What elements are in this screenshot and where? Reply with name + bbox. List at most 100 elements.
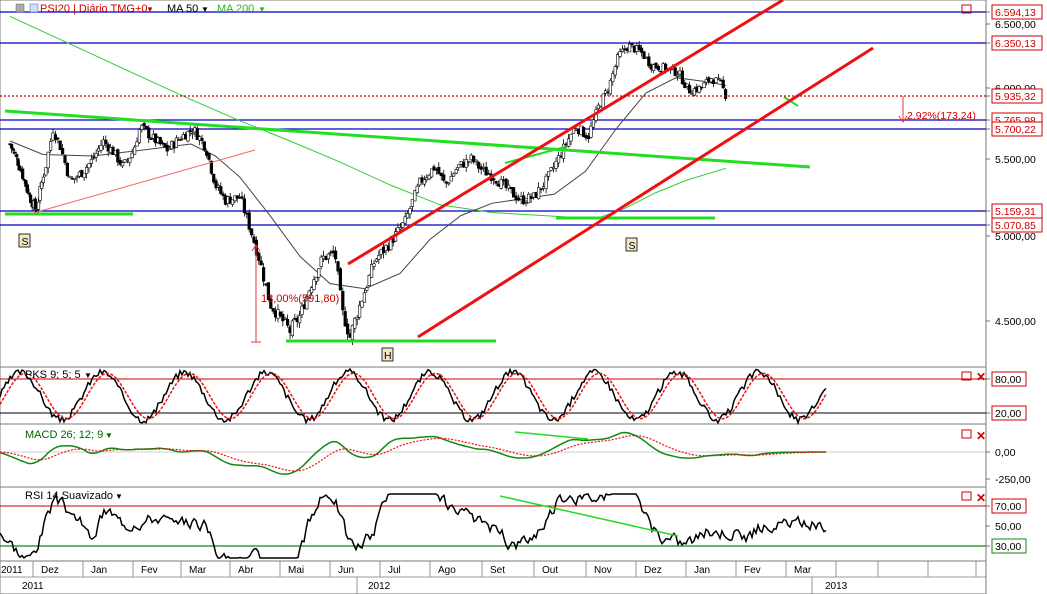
svg-text:▼: ▼: [105, 431, 113, 440]
candle: [439, 172, 443, 181]
candle: [99, 140, 103, 154]
candle: [121, 160, 125, 169]
price-panel: [0, 0, 987, 368]
rsi-line: [0, 492, 827, 560]
candle: [673, 67, 677, 77]
price-axis-label: 5.070,85: [986, 217, 1043, 233]
candle: [133, 145, 137, 155]
macd-title[interactable]: MACD 26; 12; 9: [25, 429, 103, 441]
candle: [613, 64, 617, 79]
candle: [369, 259, 374, 278]
candle: [642, 50, 646, 60]
candle: [149, 137, 153, 140]
candle: [33, 196, 37, 212]
candle: [135, 137, 139, 147]
svg-text:▼: ▼: [258, 5, 266, 14]
candle: [28, 192, 33, 204]
candle: [494, 180, 498, 187]
ma200-label[interactable]: MA 200: [217, 3, 254, 15]
candle: [41, 173, 45, 187]
macd-panel-controls[interactable]: ✕: [961, 429, 986, 443]
candle: [367, 273, 371, 287]
candle: [278, 311, 283, 318]
candle: [524, 199, 528, 207]
candle: [179, 136, 183, 141]
indicator-axis-text: 80,00: [995, 374, 1021, 386]
year-label: 2013: [825, 581, 848, 592]
candle: [410, 199, 415, 211]
candle: [477, 160, 481, 173]
candle: [702, 81, 706, 89]
price-title[interactable]: PSI20 | Diário TMG+0: [40, 3, 148, 15]
svg-text:✕: ✕: [976, 370, 986, 384]
candle: [82, 172, 86, 181]
month-label: Mar: [189, 565, 207, 576]
s-marker-left: S: [18, 233, 31, 248]
candle: [474, 159, 478, 166]
candle: [449, 171, 453, 182]
candle: [326, 252, 331, 264]
candle: [437, 162, 441, 175]
candle: [63, 154, 67, 166]
candle: [377, 250, 381, 265]
candle: [336, 260, 340, 275]
candle: [214, 178, 218, 191]
month-label: Fev: [141, 565, 158, 576]
candle: [398, 222, 403, 231]
price-candles: [8, 40, 728, 346]
candle: [721, 76, 725, 90]
month-label: Dez: [41, 565, 59, 576]
candle: [536, 182, 541, 200]
price-axis-label: 6.350,13: [986, 35, 1043, 51]
svg-text:▼: ▼: [84, 371, 92, 380]
candle: [341, 287, 345, 316]
candle: [266, 282, 271, 300]
candle: [58, 140, 62, 151]
price-panel-maximize-icon[interactable]: [961, 4, 972, 14]
candle: [65, 162, 69, 178]
price-axis-label: 5.935,32: [986, 88, 1043, 104]
candle: [219, 182, 223, 195]
month-label: 2011: [1, 565, 23, 576]
candle: [544, 173, 548, 194]
candle: [53, 130, 57, 144]
candle: [269, 295, 273, 310]
rsi-panel-controls[interactable]: ✕: [961, 491, 986, 505]
price-axis-label: 4.500,00: [986, 316, 1036, 328]
candle: [309, 285, 314, 296]
candle: [405, 211, 410, 219]
candle: [675, 70, 680, 81]
stoch-title[interactable]: PKS 9; 5; 5: [25, 369, 81, 381]
thin-red-trendline: [29, 149, 256, 215]
price-panel-header[interactable]: PSI20 | Diário TMG+0 ▼ MA 50 ▼ MA 200 ▼: [15, 3, 266, 15]
candle: [357, 300, 362, 320]
candle: [94, 149, 98, 162]
candle: [697, 84, 701, 94]
candle: [714, 77, 718, 83]
candle: [581, 125, 586, 138]
stoch-k-line: [0, 367, 827, 426]
ma50-label[interactable]: MA 50: [167, 3, 198, 15]
candle: [89, 154, 93, 168]
candle: [195, 125, 199, 141]
candle: [25, 182, 30, 194]
month-label: Out: [542, 565, 558, 576]
candle: [338, 267, 343, 291]
svg-text:▼: ▼: [115, 492, 123, 501]
candle: [44, 167, 48, 177]
candle: [620, 45, 624, 53]
candle: [104, 135, 108, 148]
candle: [343, 306, 347, 327]
candle: [692, 86, 696, 97]
candle: [235, 195, 239, 203]
candle: [464, 154, 468, 173]
candle: [200, 134, 204, 145]
stoch-panel-controls[interactable]: ✕: [961, 370, 986, 384]
rsi-title[interactable]: RSI 14 Suavizado: [25, 490, 113, 502]
macd-green-annotation: [514, 431, 589, 440]
candle: [158, 136, 162, 146]
indicator-axis-label: 70,00: [986, 498, 1027, 514]
candle: [365, 285, 369, 293]
candle: [615, 52, 620, 70]
candle: [174, 135, 179, 148]
